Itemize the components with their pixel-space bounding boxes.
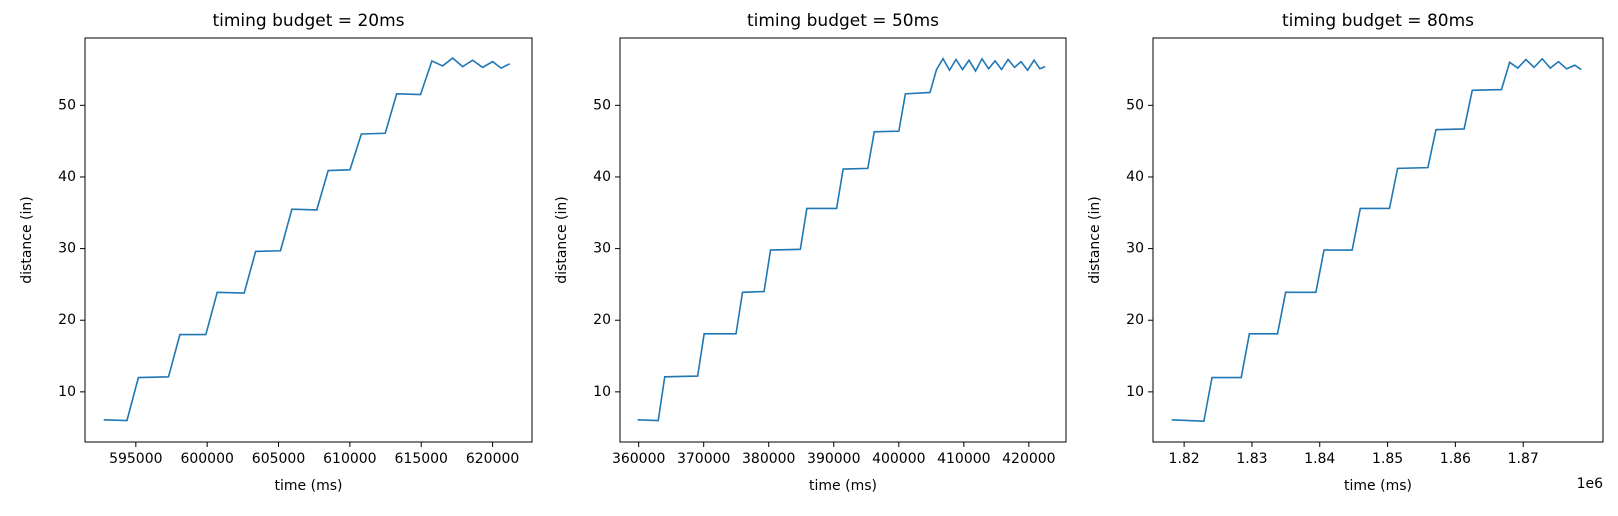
y-tick-label: 50 [1126,97,1144,113]
x-tick-label: 380000 [742,451,795,467]
chart-title: timing budget = 50ms [747,11,939,31]
chart-title: timing budget = 20ms [212,11,404,31]
y-tick-label: 10 [593,384,611,400]
x-tick-label: 400000 [872,451,925,467]
x-tick-label: 1.84 [1304,451,1335,467]
x-axis-label: time (ms) [809,478,877,494]
y-axis-label: distance (in) [554,196,570,283]
y-tick-label: 40 [58,169,76,185]
x-tick-label: 615000 [395,451,448,467]
x-tick-label: 1.82 [1169,451,1200,467]
y-tick-label: 30 [1126,241,1144,257]
x-tick-label: 605000 [252,451,305,467]
y-tick-label: 10 [1126,384,1144,400]
x-offset-text: 1e6 [1577,476,1604,492]
y-axis-label: distance (in) [1087,196,1103,283]
x-tick-label: 410000 [937,451,990,467]
x-axis-label: time (ms) [1344,478,1412,494]
y-tick-label: 30 [58,241,76,257]
x-tick-label: 1.83 [1236,451,1267,467]
x-tick-label: 390000 [807,451,860,467]
chart-title: timing budget = 80ms [1282,11,1474,31]
x-tick-label: 1.86 [1440,451,1471,467]
y-axis-label: distance (in) [19,196,35,283]
y-tick-label: 50 [58,97,76,113]
x-tick-label: 420000 [1002,451,1055,467]
plot-frame [1152,37,1604,443]
data-line [103,57,511,422]
data-line [1171,57,1582,423]
y-tick-label: 20 [1126,312,1144,328]
y-tick-label: 10 [58,384,76,400]
y-tick-label: 20 [593,312,611,328]
y-tick-label: 50 [593,97,611,113]
x-axis-label: time (ms) [275,478,343,494]
x-tick-label: 620000 [466,451,519,467]
x-tick-label: 600000 [180,451,233,467]
y-tick-label: 40 [593,169,611,185]
data-line [637,57,1046,422]
plot-frame [619,37,1067,443]
y-tick-label: 40 [1126,169,1144,185]
y-tick-label: 30 [593,241,611,257]
plot-frame [84,37,533,443]
x-tick-label: 610000 [323,451,376,467]
x-tick-label: 1.85 [1372,451,1403,467]
y-tick-label: 20 [58,312,76,328]
x-tick-label: 595000 [109,451,162,467]
x-tick-label: 360000 [612,451,665,467]
x-tick-label: 370000 [677,451,730,467]
x-tick-label: 1.87 [1508,451,1539,467]
